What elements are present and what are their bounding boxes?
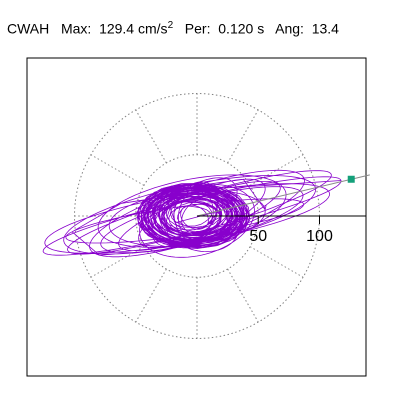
angle-value: 13.4: [311, 20, 339, 37]
grid-spoke-300: [227, 268, 259, 323]
grid-spoke-330: [249, 246, 304, 278]
radial-axis: 50 100: [196, 174, 370, 245]
plot-header: CWAH Max: 129.4 cm/s2 Per: 0.120 s Ang: …: [7, 18, 339, 37]
max-unit: cm/s: [138, 20, 168, 37]
motion-trace: [42, 169, 342, 258]
peak-marker-group: [347, 175, 355, 183]
period-value: 0.120 s: [218, 20, 265, 37]
grid-spoke-210: [90, 246, 145, 278]
max-value: 129.4: [99, 20, 135, 37]
max-unit-exponent: 2: [167, 20, 174, 31]
plot-frame: [26, 57, 367, 377]
radial-tick-label-50: 50: [249, 228, 267, 245]
peak-marker: [347, 175, 355, 183]
grid-spoke-150: [90, 154, 145, 186]
grid-spoke-240: [135, 268, 167, 323]
grid-spoke-60: [227, 109, 259, 164]
angle-label: Ang:: [275, 20, 304, 37]
max-label: Max:: [60, 20, 92, 37]
grid-spoke-120: [135, 109, 167, 164]
station-code: CWAH: [7, 20, 50, 37]
angle-direction-line: [196, 174, 370, 217]
motion-trace-line: [42, 169, 342, 258]
period-label: Per:: [184, 20, 211, 37]
radial-tick-label-100: 100: [306, 228, 333, 245]
